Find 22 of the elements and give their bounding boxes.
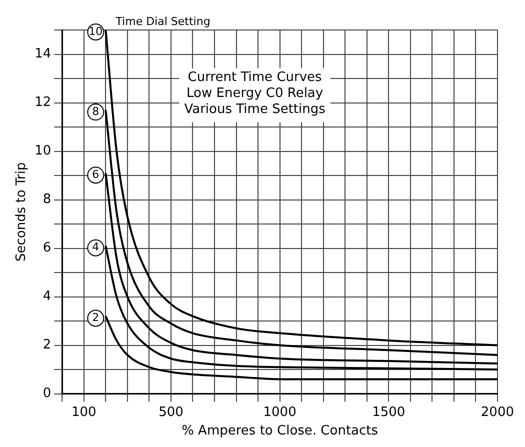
x-tick-label: 500 — [158, 404, 184, 420]
series-label: 2 — [92, 311, 100, 324]
y-tick-label: 8 — [42, 192, 52, 208]
y-tick-label: 14 — [34, 46, 52, 62]
y-tick-label: 4 — [42, 289, 52, 304]
x-tick-label: 100 — [71, 404, 96, 420]
y-tick-label: 0 — [42, 386, 52, 402]
series-label: 4 — [92, 240, 100, 254]
y-axis-title: Seconds to Trip — [14, 162, 30, 262]
text: Time Dial Setting — [114, 14, 210, 28]
series-label: 10 — [88, 24, 103, 38]
x-tick-label: 1500 — [372, 404, 406, 420]
y-tick-label: 2 — [42, 338, 52, 353]
series-label: 6 — [92, 168, 100, 181]
series-label: 8 — [92, 104, 100, 118]
x-tick-label: 2000 — [480, 404, 514, 420]
x-axis-title: % Amperes to Close. Contacts — [182, 424, 378, 439]
x-tick-label: 1000 — [263, 404, 296, 420]
text: Current Time Curves Low Energy C0 Relay Various Time Settings — [184, 70, 326, 118]
y-tick-label: 10 — [34, 144, 52, 159]
y-tick-label: 12 — [34, 95, 52, 110]
y-tick-label: 6 — [42, 240, 52, 256]
